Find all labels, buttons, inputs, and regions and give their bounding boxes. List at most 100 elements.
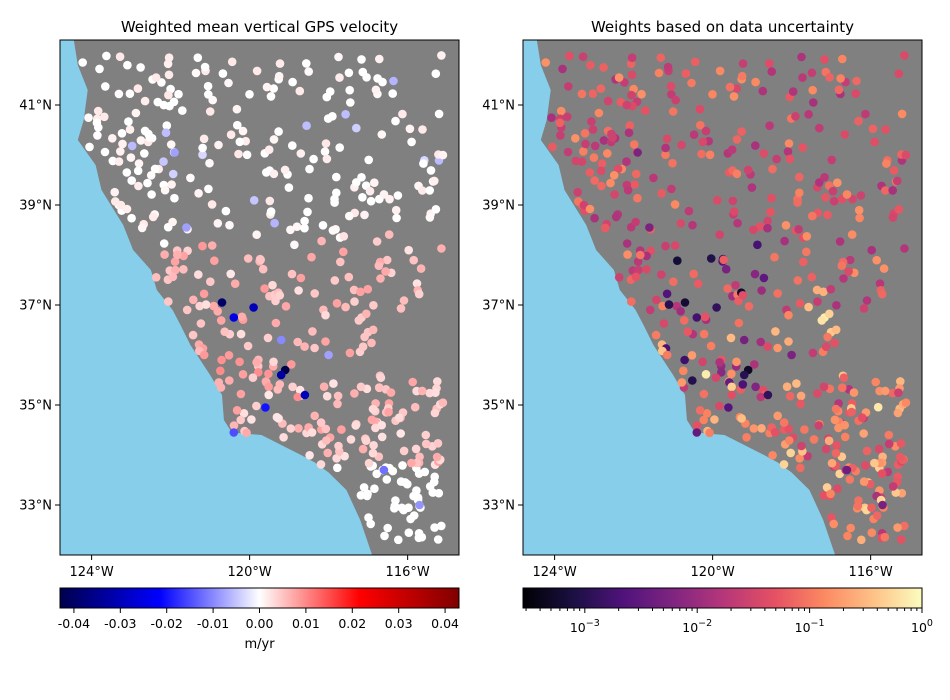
station-dot — [270, 218, 279, 228]
station-dot — [875, 279, 885, 288]
lon-tick-label: 116°W — [386, 565, 430, 580]
station-dot — [651, 330, 661, 340]
station-dot — [732, 357, 741, 367]
station-dot — [669, 277, 678, 287]
station-dot — [765, 121, 774, 130]
station-dot — [93, 106, 103, 116]
station-dot — [276, 335, 286, 345]
station-dot — [275, 59, 285, 68]
station-dot — [744, 302, 754, 311]
station-dot — [363, 489, 372, 499]
station-dot — [357, 173, 366, 182]
station-dot — [725, 82, 735, 92]
station-dot — [884, 430, 894, 440]
station-dot — [821, 193, 830, 202]
velocity-colorbar-tick-label: 0.03 — [385, 616, 413, 631]
station-dot — [833, 178, 842, 187]
station-dot — [897, 109, 907, 119]
station-dot — [826, 489, 835, 499]
station-dot — [563, 147, 573, 157]
station-dot — [822, 483, 832, 492]
station-dot — [417, 386, 427, 396]
station-dot — [382, 255, 392, 265]
station-dot — [264, 382, 274, 392]
station-dot — [373, 74, 382, 83]
station-dot — [416, 264, 426, 273]
station-dot — [266, 92, 276, 101]
station-dot — [389, 76, 398, 86]
station-dot — [275, 380, 285, 389]
station-dot — [657, 189, 666, 198]
station-dot — [767, 67, 776, 76]
station-dot — [394, 413, 404, 423]
station-dot — [238, 126, 248, 136]
station-dot — [346, 98, 355, 107]
station-dot — [358, 342, 368, 352]
station-dot — [894, 388, 903, 398]
left-stations — [78, 51, 448, 545]
station-dot — [286, 424, 296, 433]
station-dot — [548, 142, 557, 152]
velocity-colorbar-tick-label: -0.04 — [58, 616, 90, 631]
station-dot — [330, 276, 340, 285]
station-dot — [407, 137, 416, 147]
station-dot — [837, 383, 847, 392]
lat-tick-label: 35°N — [19, 399, 52, 414]
station-dot — [627, 70, 637, 80]
station-dot — [164, 90, 173, 100]
station-dot — [437, 521, 446, 531]
station-dot — [160, 185, 170, 195]
lat-tick-label: 41°N — [482, 99, 515, 114]
station-dot — [372, 237, 382, 246]
station-dot — [662, 134, 672, 144]
station-dot — [360, 210, 369, 220]
station-dot — [305, 451, 314, 460]
station-dot — [407, 458, 416, 468]
station-dot — [126, 153, 136, 162]
station-dot — [577, 89, 587, 99]
station-dot — [374, 383, 384, 392]
station-dot — [316, 418, 326, 427]
station-dot — [662, 289, 672, 299]
station-dot — [345, 85, 355, 95]
station-dot — [358, 444, 368, 454]
station-dot — [813, 389, 822, 398]
station-dot — [784, 310, 793, 320]
station-dot — [763, 216, 772, 226]
station-dot — [168, 217, 177, 227]
station-dot — [108, 134, 117, 143]
station-dot — [304, 193, 313, 203]
station-dot — [140, 96, 150, 106]
station-dot — [319, 382, 329, 392]
station-dot — [145, 133, 154, 142]
station-dot — [371, 85, 381, 95]
station-dot — [737, 127, 746, 136]
station-dot — [198, 241, 207, 251]
station-dot — [727, 145, 737, 154]
station-dot — [823, 332, 832, 342]
station-dot — [636, 250, 645, 260]
station-dot — [547, 113, 556, 122]
station-dot — [614, 273, 624, 282]
station-dot — [857, 535, 866, 545]
station-dot — [661, 241, 670, 251]
station-dot — [409, 511, 419, 520]
station-dot — [715, 358, 724, 367]
weights-colorbar-ticks: 10−3 10−2 10−1 100 — [525, 608, 933, 635]
station-dot — [832, 441, 841, 450]
station-dot — [304, 67, 314, 76]
station-dot — [146, 171, 156, 180]
lon-tick-label: 124°W — [533, 565, 577, 580]
station-dot — [204, 184, 213, 194]
station-dot — [216, 316, 226, 325]
station-dot — [266, 207, 276, 216]
station-dot — [361, 436, 371, 446]
station-dot — [780, 236, 789, 246]
station-dot — [759, 149, 769, 158]
station-dot — [900, 521, 909, 531]
station-dot — [230, 279, 240, 289]
station-dot — [670, 200, 680, 209]
station-dot — [334, 52, 343, 62]
station-dot — [571, 134, 580, 143]
station-dot — [807, 68, 817, 78]
